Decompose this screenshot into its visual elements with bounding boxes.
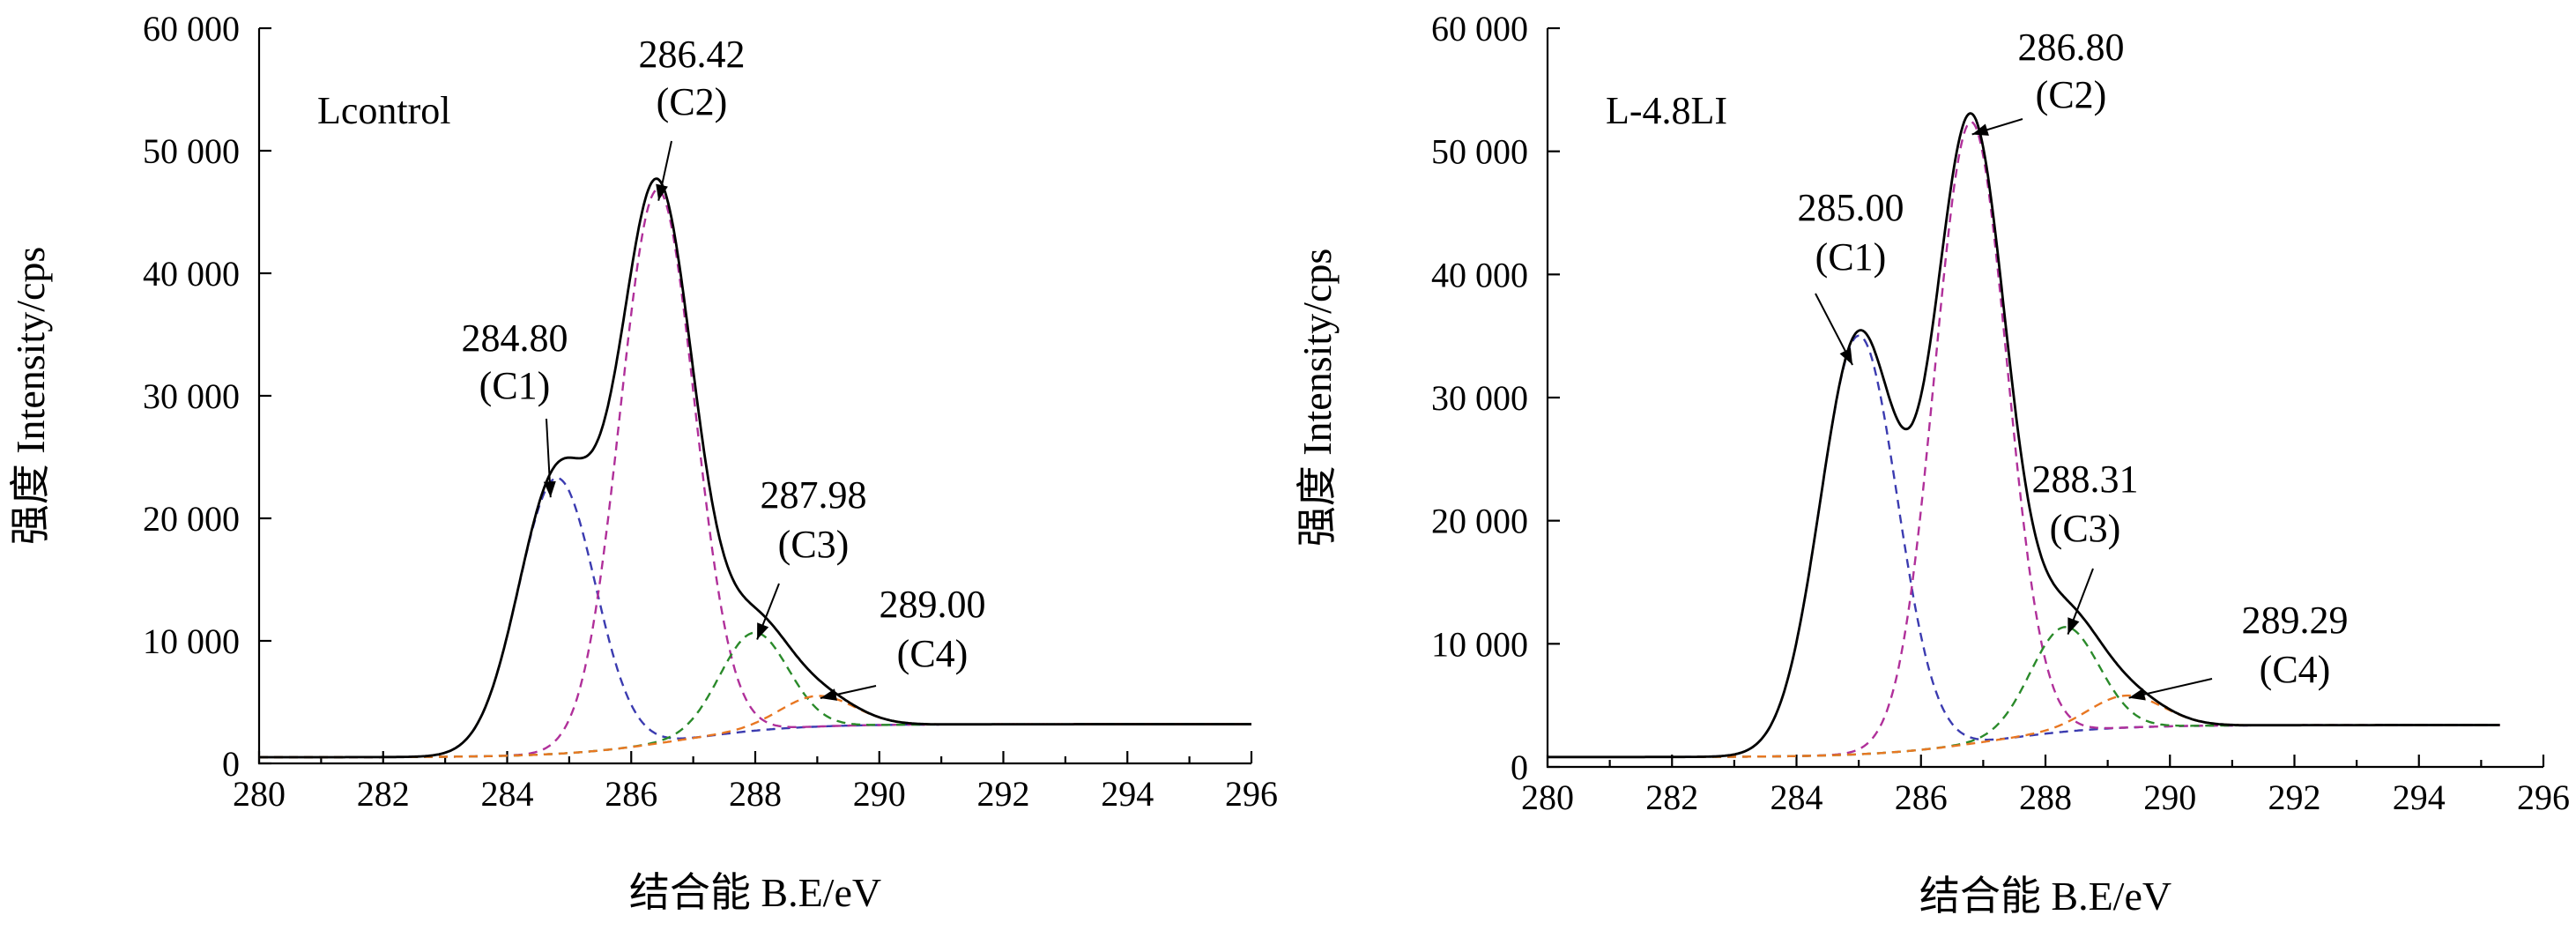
y-tick-label: 10 000 — [143, 621, 240, 661]
peak-energy-label: 287.98 — [761, 473, 867, 517]
x-tick-label: 290 — [2143, 777, 2196, 817]
annotation-arrowhead — [543, 480, 556, 498]
x-tick-label: 282 — [357, 774, 410, 814]
y-tick-label: 40 000 — [1431, 255, 1528, 294]
x-tick-label: 294 — [1101, 774, 1154, 814]
peak-name-label: (C2) — [657, 80, 728, 123]
x-tick-label: 284 — [1771, 777, 1823, 817]
peak-energy-label: 288.31 — [2032, 458, 2139, 501]
series-c1 — [259, 477, 1251, 759]
x-tick-label: 290 — [853, 774, 906, 814]
x-tick-label: 282 — [1645, 777, 1698, 817]
x-tick-label: 294 — [2393, 777, 2446, 817]
x-tick-label: 296 — [2517, 777, 2570, 817]
y-tick-label: 60 000 — [1431, 9, 1528, 48]
y-tick-label: 50 000 — [143, 131, 240, 171]
peak-name-label: (C4) — [2260, 648, 2331, 691]
y-tick-label: 20 000 — [143, 499, 240, 539]
y-axis-label: 强度 Intensity/cps — [8, 247, 53, 546]
peak-name-label: (C3) — [778, 523, 850, 566]
peak-energy-label: 284.80 — [462, 316, 568, 360]
peak-name-label: (C4) — [897, 632, 969, 675]
series-c2 — [1548, 121, 2500, 758]
sample-label: L-4.8LI — [1606, 89, 1727, 132]
annotation-arrowhead — [656, 183, 668, 201]
annotation-arrowhead — [1839, 347, 1853, 365]
x-axis-label: 结合能 B.E/eV — [629, 870, 881, 915]
y-tick-label: 10 000 — [1431, 624, 1528, 664]
series-c2 — [259, 188, 1251, 759]
series-c4 — [259, 695, 1251, 759]
peak-name-label: (C3) — [2050, 507, 2121, 550]
peak-name-label: (C1) — [479, 364, 551, 407]
annotation-arrowhead — [1971, 123, 1989, 136]
peak-name-label: (C1) — [1815, 235, 1887, 279]
x-tick-label: 288 — [2019, 777, 2072, 817]
annotation-arrowhead — [2067, 617, 2080, 635]
x-tick-label: 292 — [977, 774, 1030, 814]
y-tick-label: 0 — [1511, 748, 1528, 787]
x-tick-label: 280 — [1521, 777, 1574, 817]
y-tick-label: 60 000 — [143, 9, 240, 48]
x-tick-label: 280 — [233, 774, 286, 814]
series-c3 — [259, 631, 1251, 759]
peak-energy-label: 286.42 — [639, 33, 746, 76]
peak-name-label: (C2) — [2036, 73, 2107, 116]
y-tick-label: 20 000 — [1431, 502, 1528, 541]
x-axis-label: 结合能 B.E/eV — [1919, 874, 2171, 919]
x-tick-label: 286 — [1895, 777, 1948, 817]
annotation-arrowhead — [757, 622, 769, 640]
peak-energy-label: 286.80 — [2018, 26, 2125, 69]
series-c1 — [1548, 334, 2500, 758]
y-tick-label: 50 000 — [1431, 132, 1528, 172]
chart-panel-1: 280 282 284 286 288 290 292 294 296 0 10 000 20 000… — [8, 9, 1278, 915]
series-envelope — [259, 177, 1251, 759]
x-tick-label: 296 — [1225, 774, 1278, 814]
peak-energy-label: 289.29 — [2242, 599, 2349, 642]
series-envelope — [1548, 112, 2500, 759]
y-tick-label: 30 000 — [1431, 378, 1528, 418]
peak-energy-label: 285.00 — [1798, 186, 1904, 229]
sample-label: Lcontrol — [317, 89, 451, 132]
axes-frame — [257, 28, 1251, 765]
x-tick-label: 286 — [605, 774, 657, 814]
series-c3 — [1548, 626, 2500, 758]
annotation-arrowhead — [2128, 688, 2146, 701]
peak-energy-label: 289.00 — [880, 583, 986, 626]
y-tick-label: 30 000 — [143, 376, 240, 416]
chart-panel-2: 280 282 284 286 288 290 292 294 296 0 10 000 20 000… — [1295, 9, 2570, 919]
x-tick-label: 284 — [481, 774, 534, 814]
y-axis-label: 强度 Intensity/cps — [1295, 249, 1340, 547]
x-tick-label: 288 — [729, 774, 782, 814]
annotation-arrowhead — [820, 688, 837, 701]
x-tick-label: 292 — [2268, 777, 2321, 817]
y-tick-label: 0 — [222, 744, 240, 784]
y-tick-label: 40 000 — [143, 254, 240, 294]
